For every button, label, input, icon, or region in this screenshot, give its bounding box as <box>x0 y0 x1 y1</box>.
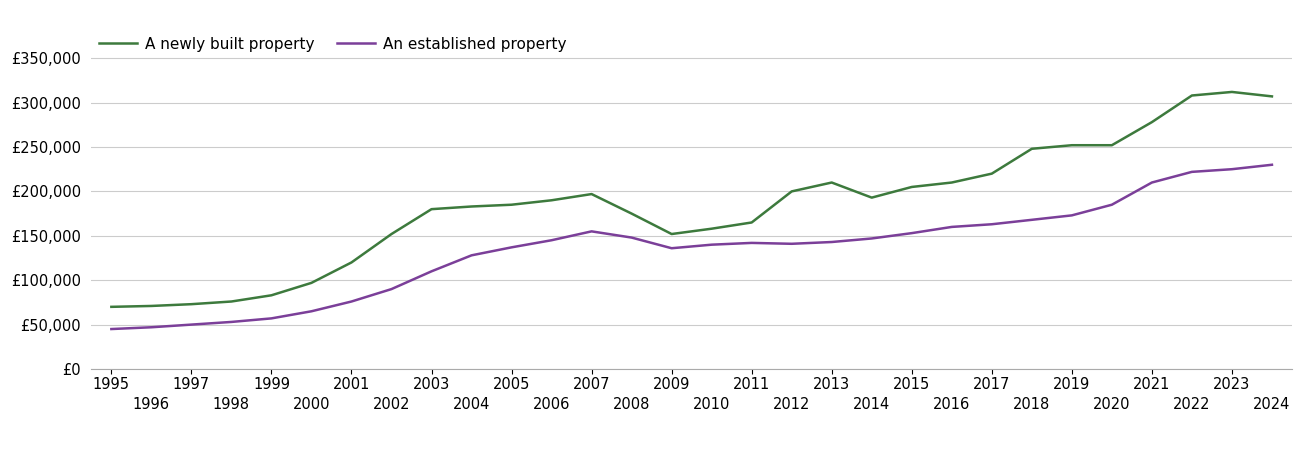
An established property <box>864 236 880 241</box>
An established property <box>1184 169 1199 175</box>
A newly built property <box>1184 93 1199 98</box>
A newly built property <box>184 302 200 307</box>
A newly built property <box>703 226 719 231</box>
A newly built property <box>384 231 399 237</box>
An established property <box>1064 213 1079 218</box>
A newly built property <box>984 171 1000 176</box>
A newly built property <box>424 207 440 212</box>
An established property <box>1104 202 1120 207</box>
An established property <box>664 246 680 251</box>
A newly built property <box>1144 119 1160 125</box>
A newly built property <box>624 211 639 216</box>
A newly built property <box>823 180 839 185</box>
A newly built property <box>944 180 959 185</box>
A newly built property <box>864 195 880 200</box>
An established property <box>184 322 200 327</box>
A newly built property <box>103 304 119 310</box>
A newly built property <box>1024 146 1040 152</box>
A newly built property <box>504 202 519 207</box>
A newly built property <box>544 198 560 203</box>
An established property <box>823 239 839 245</box>
An established property <box>463 252 479 258</box>
An established property <box>1144 180 1160 185</box>
Line: An established property: An established property <box>111 165 1272 329</box>
An established property <box>304 309 320 314</box>
A newly built property <box>304 280 320 286</box>
A newly built property <box>264 292 279 298</box>
An established property <box>984 221 1000 227</box>
A newly built property <box>664 231 680 237</box>
An established property <box>784 241 800 247</box>
An established property <box>504 245 519 250</box>
An established property <box>544 238 560 243</box>
A newly built property <box>1064 143 1079 148</box>
A newly built property <box>784 189 800 194</box>
An established property <box>223 319 239 324</box>
A newly built property <box>1265 94 1280 99</box>
A newly built property <box>583 191 599 197</box>
An established property <box>744 240 760 246</box>
A newly built property <box>744 220 760 225</box>
Legend: A newly built property, An established property: A newly built property, An established p… <box>99 37 566 52</box>
An established property <box>583 229 599 234</box>
An established property <box>1024 217 1040 222</box>
Line: A newly built property: A newly built property <box>111 92 1272 307</box>
A newly built property <box>1224 89 1240 94</box>
A newly built property <box>1104 143 1120 148</box>
An established property <box>624 235 639 240</box>
A newly built property <box>904 184 920 189</box>
An established property <box>384 286 399 292</box>
An established property <box>703 242 719 248</box>
An established property <box>103 326 119 332</box>
A newly built property <box>343 260 359 265</box>
An established property <box>1224 166 1240 172</box>
An established property <box>343 299 359 304</box>
A newly built property <box>223 299 239 304</box>
An established property <box>144 324 159 330</box>
An established property <box>264 316 279 321</box>
A newly built property <box>144 303 159 309</box>
A newly built property <box>463 204 479 209</box>
An established property <box>1265 162 1280 167</box>
An established property <box>944 224 959 230</box>
An established property <box>904 230 920 236</box>
An established property <box>424 269 440 274</box>
